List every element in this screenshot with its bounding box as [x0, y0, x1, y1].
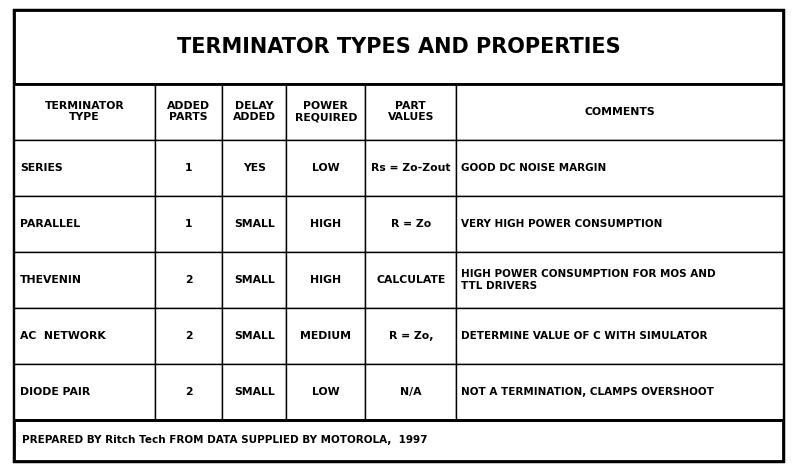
Bar: [222, 84, 286, 140]
Text: DETERMINE VALUE OF C WITH SIMULATOR: DETERMINE VALUE OF C WITH SIMULATOR: [461, 331, 708, 341]
Bar: [456, 84, 783, 140]
Bar: [366, 84, 456, 140]
Bar: [366, 252, 456, 308]
Text: PART
VALUES: PART VALUES: [387, 101, 434, 122]
Text: PREPARED BY Ritch Tech FROM DATA SUPPLIED BY MOTOROLA,  1997: PREPARED BY Ritch Tech FROM DATA SUPPLIE…: [22, 435, 427, 446]
Text: HIGH: HIGH: [310, 275, 341, 284]
Text: SMALL: SMALL: [234, 219, 275, 229]
Bar: [222, 196, 286, 252]
Bar: [14, 140, 155, 196]
Text: Rs = Zo-Zout: Rs = Zo-Zout: [371, 162, 450, 173]
Text: COMMENTS: COMMENTS: [584, 107, 655, 117]
Text: LOW: LOW: [312, 387, 340, 397]
Bar: [286, 252, 366, 308]
Text: R = Zo,: R = Zo,: [389, 331, 433, 341]
Text: HIGH: HIGH: [310, 219, 341, 229]
Bar: [456, 252, 783, 308]
Text: MEDIUM: MEDIUM: [300, 331, 351, 341]
Text: SMALL: SMALL: [234, 331, 275, 341]
Bar: [286, 308, 366, 364]
Text: AC  NETWORK: AC NETWORK: [20, 331, 106, 341]
Text: VERY HIGH POWER CONSUMPTION: VERY HIGH POWER CONSUMPTION: [461, 219, 662, 229]
Bar: [456, 364, 783, 420]
Bar: [222, 364, 286, 420]
Text: TERMINATOR TYPES AND PROPERTIES: TERMINATOR TYPES AND PROPERTIES: [177, 37, 620, 57]
Text: HIGH POWER CONSUMPTION FOR MOS AND
TTL DRIVERS: HIGH POWER CONSUMPTION FOR MOS AND TTL D…: [461, 269, 716, 291]
Text: LOW: LOW: [312, 162, 340, 173]
Text: 1: 1: [185, 219, 192, 229]
Bar: [14, 308, 155, 364]
Text: 2: 2: [185, 387, 192, 397]
Bar: [155, 140, 222, 196]
Text: 2: 2: [185, 331, 192, 341]
Bar: [14, 252, 155, 308]
Text: THEVENIN: THEVENIN: [20, 275, 82, 284]
Bar: [456, 308, 783, 364]
Text: SMALL: SMALL: [234, 387, 275, 397]
Text: R = Zo: R = Zo: [391, 219, 431, 229]
Text: DIODE PAIR: DIODE PAIR: [20, 387, 90, 397]
Bar: [14, 84, 155, 140]
Text: TERMINATOR
TYPE: TERMINATOR TYPE: [45, 101, 124, 122]
Bar: [366, 364, 456, 420]
Bar: [155, 308, 222, 364]
Bar: [286, 364, 366, 420]
Text: YES: YES: [243, 162, 265, 173]
Text: NOT A TERMINATION, CLAMPS OVERSHOOT: NOT A TERMINATION, CLAMPS OVERSHOOT: [461, 387, 714, 397]
Text: GOOD DC NOISE MARGIN: GOOD DC NOISE MARGIN: [461, 162, 607, 173]
Text: 1: 1: [185, 162, 192, 173]
Bar: [286, 196, 366, 252]
Text: SERIES: SERIES: [20, 162, 63, 173]
Bar: [222, 140, 286, 196]
Bar: [14, 420, 783, 461]
Bar: [456, 196, 783, 252]
Bar: [155, 196, 222, 252]
Bar: [14, 196, 155, 252]
Bar: [366, 308, 456, 364]
Bar: [222, 308, 286, 364]
Bar: [14, 10, 783, 84]
Bar: [286, 140, 366, 196]
Bar: [155, 84, 222, 140]
Bar: [14, 364, 155, 420]
Bar: [222, 252, 286, 308]
Text: POWER
REQUIRED: POWER REQUIRED: [295, 101, 357, 122]
Text: DELAY
ADDED: DELAY ADDED: [233, 101, 276, 122]
Bar: [286, 84, 366, 140]
Bar: [366, 140, 456, 196]
Text: PARALLEL: PARALLEL: [20, 219, 80, 229]
Text: SMALL: SMALL: [234, 275, 275, 284]
Text: 2: 2: [185, 275, 192, 284]
Text: ADDED
PARTS: ADDED PARTS: [167, 101, 210, 122]
Bar: [456, 140, 783, 196]
Bar: [155, 364, 222, 420]
Bar: [366, 196, 456, 252]
Text: N/A: N/A: [400, 387, 422, 397]
Text: CALCULATE: CALCULATE: [376, 275, 446, 284]
Bar: [155, 252, 222, 308]
